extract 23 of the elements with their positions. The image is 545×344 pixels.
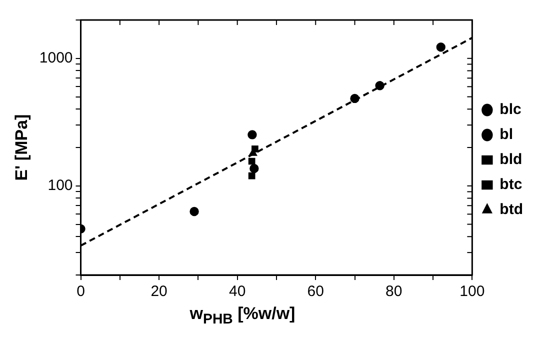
- legend-label: blc: [500, 101, 522, 118]
- point: [248, 158, 256, 165]
- point: [248, 130, 257, 140]
- x-tick-label: 0: [76, 283, 85, 300]
- point: [190, 206, 199, 216]
- point: [350, 94, 360, 104]
- x-tick-label: 80: [386, 283, 402, 300]
- legend-label: bl: [500, 126, 514, 144]
- legend-label: btc: [500, 176, 522, 194]
- point: [250, 164, 259, 174]
- point: [436, 42, 446, 52]
- point: [375, 81, 384, 90]
- x-tick-label: 20: [150, 283, 168, 300]
- y-axis-title: E' [MPa]: [12, 114, 31, 181]
- x-tick-label: 100: [460, 283, 485, 300]
- x-tick-label: 40: [228, 283, 246, 300]
- legend-label: bld: [500, 151, 522, 168]
- point: [252, 145, 258, 152]
- x-axis-title: w$_{PHB}$ [%w/w]: [188, 304, 296, 328]
- legend-label: btd: [500, 201, 524, 218]
- x-tick-label: 60: [307, 283, 324, 300]
- y-tick-label: 1000: [39, 50, 73, 67]
- point: [248, 172, 256, 180]
